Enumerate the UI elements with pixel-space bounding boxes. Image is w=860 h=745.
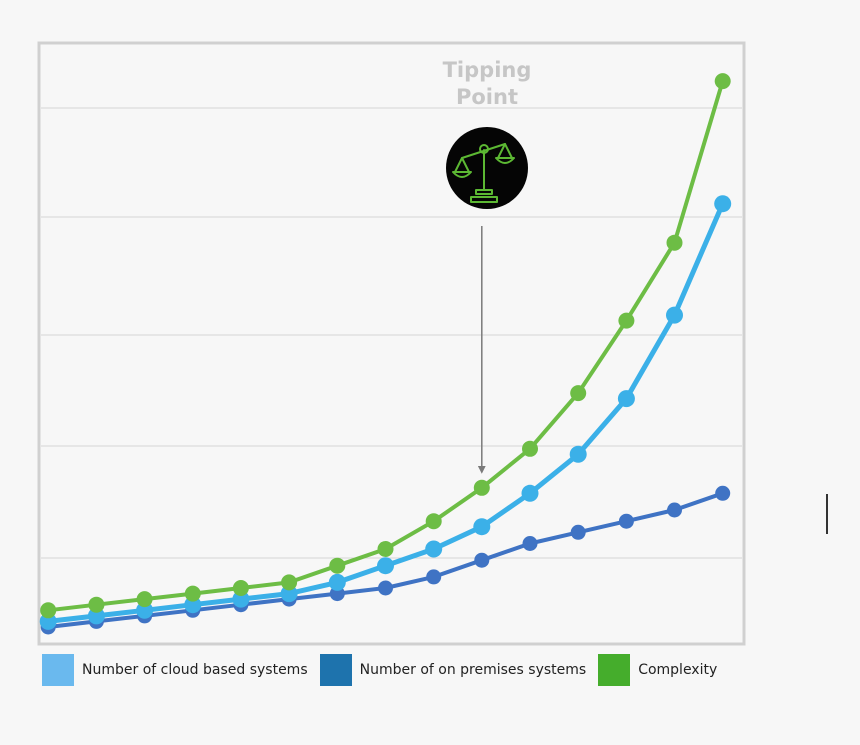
data-point-complexity-10 bbox=[473, 479, 490, 496]
data-point-on-premises-12 bbox=[570, 524, 586, 540]
data-point-on-premises-10 bbox=[474, 552, 490, 568]
data-point-cloud-12 bbox=[569, 445, 587, 463]
legend-swatch-cloud bbox=[42, 654, 74, 686]
data-point-complexity-5 bbox=[232, 580, 249, 596]
data-point-complexity-14 bbox=[666, 234, 683, 251]
series-cloud bbox=[39, 195, 732, 630]
data-point-cloud-3 bbox=[136, 601, 154, 619]
legend-item-cloud: Number of cloud based systems bbox=[42, 654, 308, 686]
legend: Number of cloud based systems Number of … bbox=[42, 654, 729, 686]
data-point-cloud-10 bbox=[473, 518, 491, 536]
data-point-cloud-14 bbox=[666, 306, 683, 324]
legend-item-complexity: Complexity bbox=[598, 654, 717, 686]
data-point-cloud-13 bbox=[617, 390, 635, 408]
data-point-cloud-9 bbox=[425, 540, 443, 558]
data-point-on-premises-14 bbox=[667, 502, 682, 518]
data-point-complexity-7 bbox=[329, 557, 346, 574]
series-line-complexity bbox=[47, 80, 725, 613]
text-cursor bbox=[826, 494, 828, 534]
legend-swatch-on-premises bbox=[319, 654, 352, 686]
plot-frame bbox=[37, 41, 746, 646]
data-point-cloud-1 bbox=[39, 612, 57, 630]
legend-label-on-premises: Number of on premises systems bbox=[359, 662, 587, 678]
data-point-cloud-5 bbox=[232, 590, 250, 608]
grid-lines bbox=[41, 107, 742, 559]
data-point-complexity-12 bbox=[570, 385, 587, 402]
tipping-point-annotation: Tipping Point bbox=[443, 58, 532, 474]
series-complexity bbox=[40, 73, 731, 619]
data-series bbox=[39, 73, 732, 635]
data-point-complexity-9 bbox=[425, 513, 442, 530]
data-point-complexity-8 bbox=[377, 541, 394, 557]
data-point-cloud-7 bbox=[328, 573, 346, 591]
data-point-cloud-15 bbox=[714, 195, 732, 213]
data-point-complexity-3 bbox=[136, 591, 153, 608]
data-point-cloud-6 bbox=[280, 585, 298, 603]
annotation-line-1: Tipping bbox=[443, 58, 532, 82]
data-point-on-premises-13 bbox=[618, 513, 634, 529]
data-point-complexity-13 bbox=[618, 312, 635, 329]
legend-swatch-complexity bbox=[598, 654, 631, 686]
legend-item-on-premises: Number of on premises systems bbox=[319, 654, 587, 686]
scales-of-balance-icon bbox=[446, 127, 528, 209]
data-point-cloud-11 bbox=[521, 484, 539, 502]
data-point-on-premises-9 bbox=[426, 569, 442, 585]
data-point-on-premises-11 bbox=[522, 536, 538, 551]
data-point-complexity-15 bbox=[714, 73, 731, 90]
data-point-cloud-2 bbox=[87, 607, 105, 625]
data-point-complexity-6 bbox=[281, 574, 298, 591]
data-point-on-premises-15 bbox=[715, 485, 731, 501]
data-point-complexity-4 bbox=[184, 585, 201, 602]
data-point-complexity-2 bbox=[88, 596, 105, 613]
data-point-cloud-4 bbox=[184, 596, 202, 614]
legend-label-complexity: Complexity bbox=[638, 662, 718, 678]
data-point-cloud-8 bbox=[377, 557, 394, 575]
data-point-on-premises-8 bbox=[378, 580, 393, 596]
legend-label-cloud: Number of cloud based systems bbox=[82, 662, 308, 678]
data-point-complexity-1 bbox=[40, 602, 57, 619]
data-point-complexity-11 bbox=[522, 440, 538, 457]
annotation-line-2: Point bbox=[456, 85, 518, 109]
